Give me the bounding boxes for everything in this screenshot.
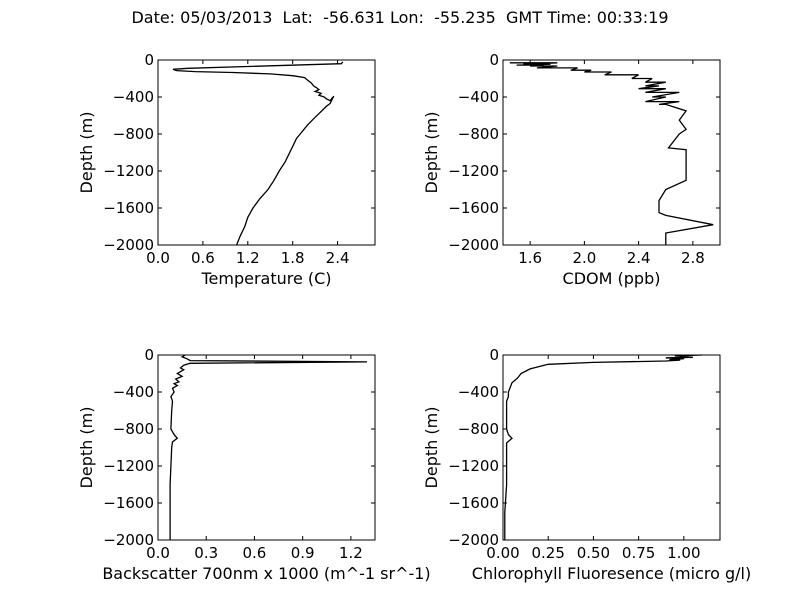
y-tick-label: −2000	[103, 531, 154, 549]
y-tick-label: −1600	[448, 494, 499, 512]
series-line	[504, 354, 702, 540]
x-tick-label: 1.00	[667, 544, 700, 562]
y-tick-label: −1600	[103, 494, 154, 512]
chlorophyll-panel: 0.00 0.25 0.50 0.75 1.00 0 −400 −800 −1200 −1600 −…	[422, 346, 751, 583]
x-tick-label: 2.8	[681, 249, 705, 267]
y-tick-label: −1600	[448, 199, 499, 217]
y-tick-label: 0	[489, 346, 499, 364]
x-axis-label: Chlorophyll Fluoresence (micro g/l)	[472, 564, 751, 583]
x-axis-label: Temperature (C)	[200, 269, 331, 288]
x-tick-label: 0.50	[577, 544, 610, 562]
figure-title: Date: 05/03/2013 Lat: -56.631 Lon: -55.2…	[131, 8, 669, 27]
y-tick-label: −400	[458, 383, 499, 401]
x-tick-label: 1.8	[281, 249, 305, 267]
x-tick-label: 0.9	[291, 544, 315, 562]
x-tick-label: 2.0	[572, 249, 596, 267]
y-tick-label: −1200	[103, 457, 154, 475]
x-tick-label: 2.4	[326, 249, 350, 267]
x-tick-label: 1.6	[518, 249, 542, 267]
y-tick-label: −1600	[103, 199, 154, 217]
y-tick-label: 0	[144, 346, 154, 364]
y-tick-label: −400	[113, 88, 154, 106]
x-tick-label: 0.0	[146, 249, 170, 267]
y-axis-label: Depth (m)	[77, 407, 96, 489]
temperature-panel: 0.0 0.6 1.2 1.8 2.4 0 −400 −800 −1200 −1600 −2000 T…	[77, 51, 376, 288]
y-tick-label: −2000	[448, 236, 499, 254]
y-tick-label: −2000	[103, 236, 154, 254]
x-tick-label: 0.00	[486, 544, 519, 562]
x-tick-label: 0.0	[146, 544, 170, 562]
x-tick-label: 0.3	[194, 544, 218, 562]
axes-frame	[157, 59, 376, 246]
series-line	[172, 61, 344, 246]
cdom-panel: 1.6 2.0 2.4 2.8 0 −400 −800 −1200 −1600 −2000 CDOM…	[422, 51, 721, 288]
axes-frame	[157, 354, 376, 541]
x-tick-label: 0.6	[191, 249, 215, 267]
x-tick-label: 0.75	[622, 544, 655, 562]
series-line	[509, 62, 714, 245]
y-tick-label: −1200	[448, 457, 499, 475]
y-axis-label: Depth (m)	[422, 407, 441, 489]
axes-frame	[502, 354, 721, 541]
y-tick-label: 0	[144, 51, 154, 69]
y-axis-label: Depth (m)	[77, 112, 96, 194]
y-tick-label: −2000	[448, 531, 499, 549]
y-tick-label: −1200	[448, 162, 499, 180]
y-tick-label: −800	[458, 125, 499, 143]
y-tick-label: −400	[113, 383, 154, 401]
x-tick-label: 1.2	[236, 249, 260, 267]
backscatter-panel: 0.0 0.3 0.6 0.9 1.2 0 −400 −800 −1200 −1600 −2000 B…	[77, 346, 431, 583]
x-tick-label: 0.25	[532, 544, 565, 562]
y-tick-label: −400	[458, 88, 499, 106]
y-tick-label: −800	[113, 125, 154, 143]
y-tick-label: −800	[458, 420, 499, 438]
x-axis-label: CDOM (ppb)	[563, 269, 661, 288]
y-axis-label: Depth (m)	[422, 112, 441, 194]
axes-frame	[502, 59, 721, 246]
x-tick-label: 0.6	[243, 544, 267, 562]
y-tick-label: −1200	[103, 162, 154, 180]
y-tick-label: −800	[113, 420, 154, 438]
x-axis-label: Backscatter 700nm x 1000 (m^-1 sr^-1)	[102, 564, 430, 583]
x-tick-label: 1.2	[339, 544, 363, 562]
x-tick-label: 2.4	[627, 249, 651, 267]
series-line	[169, 354, 368, 540]
y-tick-label: 0	[489, 51, 499, 69]
